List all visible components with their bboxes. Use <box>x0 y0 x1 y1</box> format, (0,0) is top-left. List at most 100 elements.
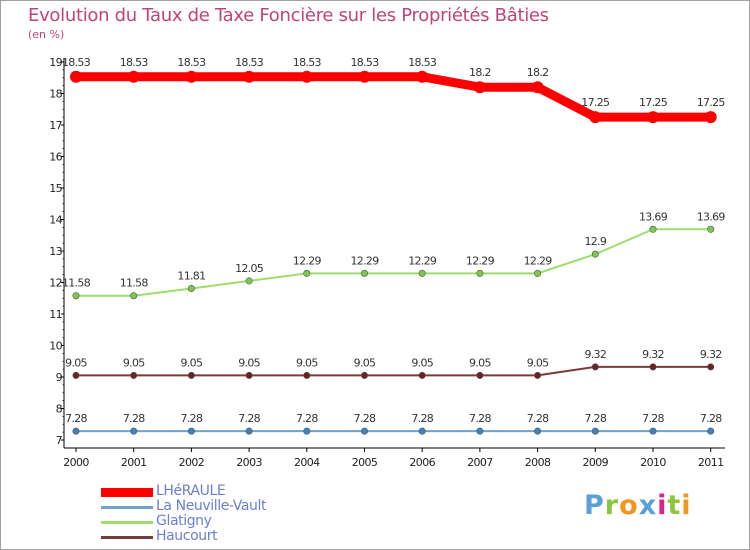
data-label: 7.28 <box>181 412 203 425</box>
series-line-lh-raule <box>71 72 716 122</box>
data-point <box>647 111 659 124</box>
legend-swatch-la-neuville-vault <box>101 506 153 509</box>
data-label: 7.28 <box>65 412 87 425</box>
data-label: 7.28 <box>238 412 260 425</box>
legend-swatch-haucourt <box>101 536 153 539</box>
data-point <box>130 427 138 435</box>
y-tick-label: 17 <box>49 119 62 132</box>
data-point <box>416 70 429 83</box>
x-tick-label: 2005 <box>352 456 378 469</box>
data-point <box>534 371 542 379</box>
data-point <box>704 111 717 124</box>
data-point <box>243 70 256 83</box>
data-label: 12.29 <box>524 254 553 267</box>
legend-label: Haucourt <box>156 528 218 544</box>
y-tick-label: 10 <box>49 340 62 353</box>
legend-label: La Neuville-Vault <box>156 498 267 514</box>
x-tick-label: 2006 <box>409 456 435 469</box>
x-tick-label: 2007 <box>467 456 493 469</box>
data-point <box>72 427 80 435</box>
data-label: 7.28 <box>296 412 318 425</box>
logo-letter: o <box>619 490 639 521</box>
data-label: 9.05 <box>354 356 376 369</box>
logo-letter: x <box>638 490 658 521</box>
data-label: 12.9 <box>584 235 606 248</box>
data-point <box>70 70 82 83</box>
data-label: 17.25 <box>639 96 668 109</box>
data-label: 11.58 <box>120 277 149 290</box>
y-tick-label: 11 <box>49 308 62 321</box>
data-label: 9.32 <box>700 348 722 361</box>
data-label: 18.53 <box>177 56 206 69</box>
data-point <box>534 269 542 277</box>
y-tick-label: 9 <box>56 371 63 384</box>
data-label: 12.05 <box>235 262 264 275</box>
data-label: 7.28 <box>642 412 664 425</box>
data-label: 9.05 <box>296 356 318 369</box>
data-point <box>360 269 368 277</box>
data-label: 9.05 <box>123 356 145 369</box>
data-label: 18.53 <box>408 56 437 69</box>
data-label: 9.32 <box>642 348 664 361</box>
data-point <box>649 427 657 435</box>
y-tick-label: 16 <box>49 151 62 164</box>
logo-letter: t <box>667 490 682 521</box>
data-point <box>187 284 195 292</box>
data-point <box>130 292 138 300</box>
data-label: 9.05 <box>65 356 87 369</box>
data-point <box>591 250 599 258</box>
data-label: 18.2 <box>469 66 491 79</box>
data-label: 12.29 <box>466 254 495 267</box>
data-point <box>360 371 368 379</box>
x-tick-label: 2001 <box>121 456 147 469</box>
data-label: 9.05 <box>411 356 433 369</box>
data-point <box>245 427 253 435</box>
data-point <box>707 225 715 233</box>
logo-letter: P <box>584 490 605 521</box>
data-point <box>127 70 140 83</box>
x-tick-label: 2010 <box>640 456 666 469</box>
data-label: 9.05 <box>469 356 491 369</box>
line-chart: 7 8 9 10 11 12 13 14 15 16 17 18 19 2000 2001 2002 2003 2… <box>49 56 726 469</box>
legend-swatch-glatigny <box>101 521 153 524</box>
series-line-glatigny <box>75 228 712 297</box>
data-label: 18.53 <box>120 56 149 69</box>
data-point <box>591 427 599 435</box>
data-label: 7.28 <box>469 412 491 425</box>
data-label: 18.53 <box>235 56 264 69</box>
x-tick-label: 2003 <box>236 456 262 469</box>
x-tick-label: 2000 <box>63 456 89 469</box>
y-tick-label: 15 <box>49 182 62 195</box>
data-label: 9.32 <box>584 348 606 361</box>
data-label: 17.25 <box>581 96 610 109</box>
data-label: 12.29 <box>408 254 437 267</box>
legend-label: LHéRAULE <box>156 483 226 499</box>
data-label: 9.05 <box>527 356 549 369</box>
data-point <box>418 269 426 277</box>
data-point <box>245 277 253 285</box>
data-point <box>649 363 657 371</box>
logo-letter: i <box>681 490 692 521</box>
data-point <box>358 70 371 83</box>
data-point <box>534 427 542 435</box>
data-label: 9.05 <box>181 356 203 369</box>
data-point <box>72 371 80 379</box>
y-tick-label: 8 <box>56 403 63 416</box>
logo-letter: r <box>604 490 620 521</box>
x-tick-label: 2011 <box>698 456 724 469</box>
data-point <box>589 111 602 124</box>
data-label: 18.53 <box>351 56 380 69</box>
data-label: 11.81 <box>177 269 205 282</box>
data-label: 7.28 <box>354 412 376 425</box>
data-point <box>418 427 426 435</box>
data-point <box>187 371 195 379</box>
data-point <box>130 371 138 379</box>
data-point <box>245 371 253 379</box>
data-point <box>591 363 599 371</box>
y-tick-label: 7 <box>56 434 63 447</box>
data-point <box>707 363 715 371</box>
data-point <box>185 70 198 83</box>
data-point <box>360 427 368 435</box>
data-point <box>418 371 426 379</box>
